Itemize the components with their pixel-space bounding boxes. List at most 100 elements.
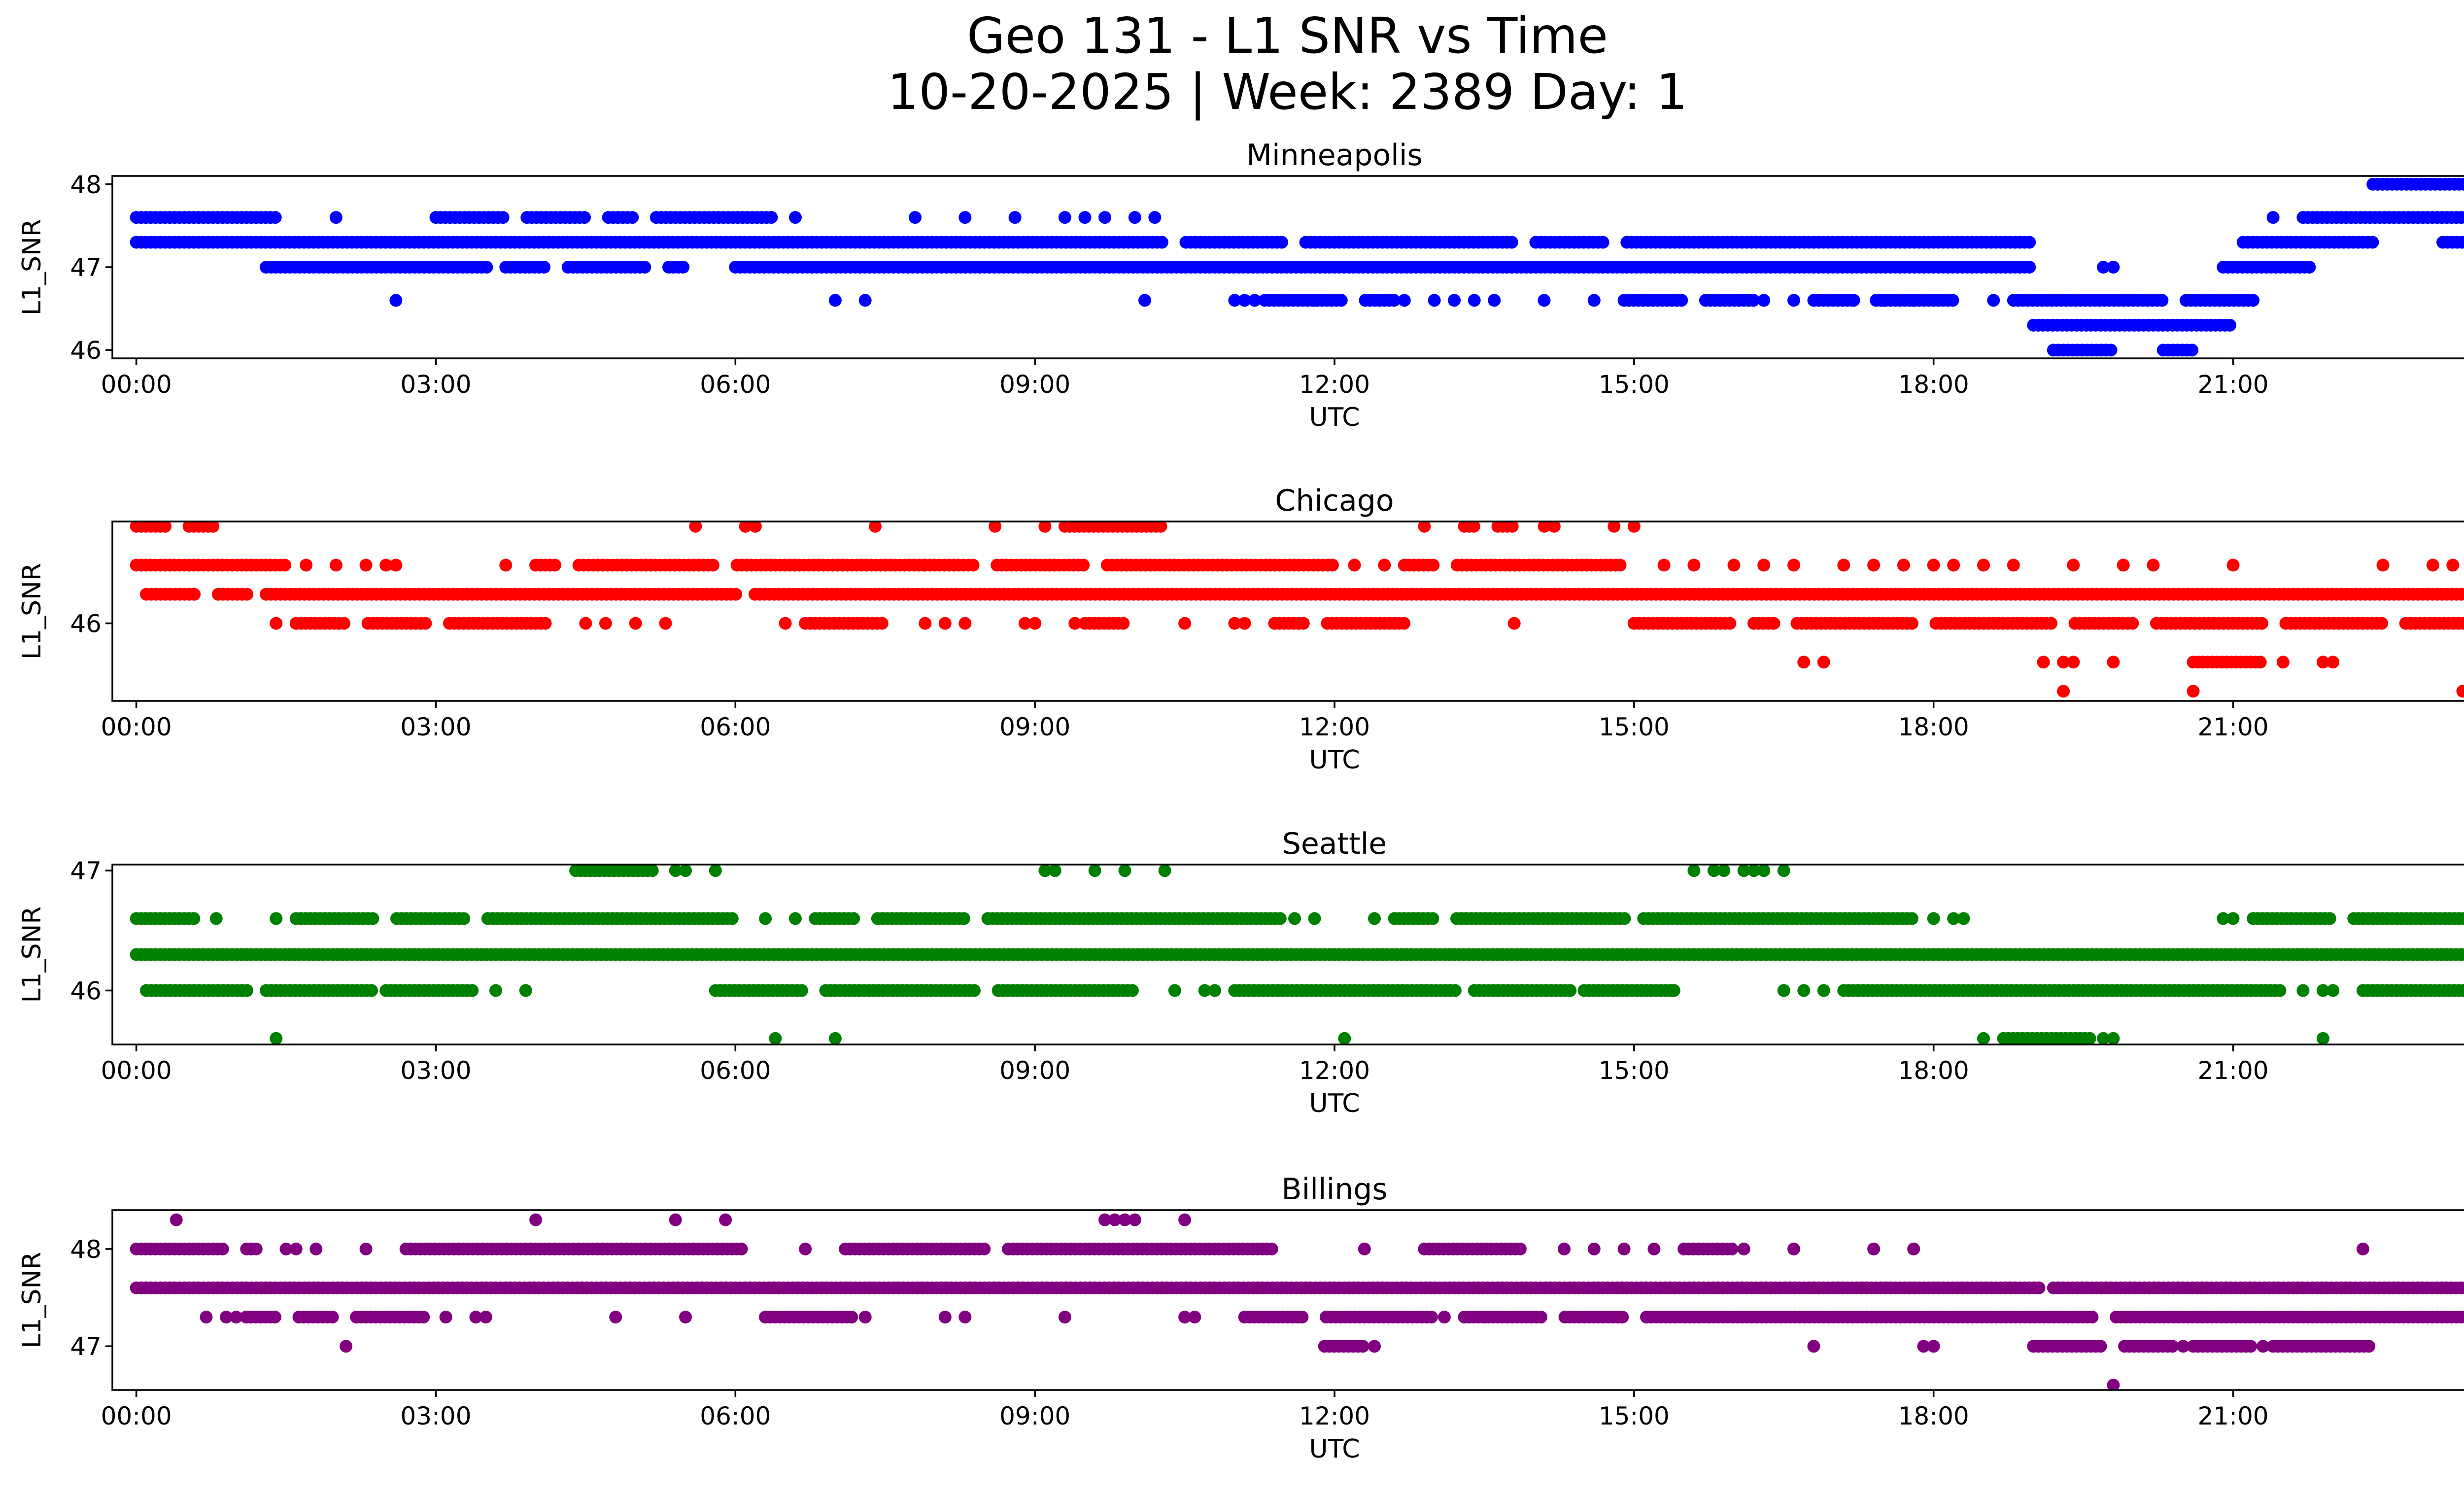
- data-point: [1687, 558, 1701, 572]
- data-point: [1867, 1242, 1881, 1255]
- data-point: [469, 1311, 482, 1323]
- data-point: [2459, 948, 2464, 961]
- y-axis-label: L1_SNR: [17, 563, 47, 660]
- y-axis-label: L1_SNR: [17, 219, 47, 315]
- subplot-title: Billings: [1281, 1172, 1387, 1207]
- data-point: [1608, 522, 1621, 533]
- data-point: [359, 1242, 373, 1255]
- data-point: [2458, 177, 2464, 191]
- data-point: [340, 1340, 353, 1353]
- data-point: [270, 912, 283, 925]
- data-point: [230, 1311, 243, 1323]
- data-points: [130, 522, 2464, 698]
- data-point: [1098, 211, 1111, 224]
- data-point: [479, 1311, 492, 1323]
- data-point: [689, 522, 702, 533]
- data-point: [2296, 984, 2310, 997]
- data-point: [2147, 558, 2160, 572]
- data-point: [2446, 558, 2460, 572]
- data-point: [1228, 294, 1241, 307]
- data-point: [2226, 912, 2240, 925]
- data-point: [1117, 617, 1130, 630]
- data-point: [765, 211, 778, 224]
- data-point: [1448, 984, 1462, 997]
- data-point: [1038, 522, 1052, 533]
- x-tick-label: 00:00: [101, 1056, 172, 1085]
- data-point: [2462, 618, 2464, 628]
- data-point: [1368, 1340, 1381, 1353]
- data-point: [739, 522, 752, 533]
- data-point: [249, 1242, 263, 1255]
- x-tick-label: 06:00: [700, 1402, 771, 1430]
- data-point: [2457, 617, 2464, 630]
- y-tick-label: 47: [70, 1332, 102, 1361]
- x-tick-label: 03:00: [400, 1402, 471, 1430]
- data-point: [1188, 1311, 1201, 1323]
- data-point: [1613, 558, 1627, 572]
- data-point: [1707, 865, 1720, 877]
- data-point: [1356, 1340, 1369, 1353]
- y-tick-label: 46: [70, 977, 102, 1006]
- data-points: [130, 1213, 2464, 1390]
- x-tick-label: 00:00: [101, 370, 172, 399]
- data-point: [2023, 236, 2036, 249]
- data-point: [2104, 344, 2118, 357]
- data-point: [1947, 558, 1960, 572]
- data-point: [869, 522, 882, 533]
- data-point: [1326, 558, 1339, 572]
- data-point: [1058, 211, 1071, 224]
- data-point: [2460, 236, 2464, 248]
- data-point: [646, 865, 659, 877]
- data-point: [2462, 180, 2464, 189]
- data-point: [677, 261, 690, 274]
- data-point: [2226, 558, 2240, 572]
- data-point: [679, 865, 692, 877]
- x-tick-label: 06:00: [700, 1056, 771, 1085]
- x-tick-label: 12:00: [1299, 1056, 1370, 1085]
- data-point: [858, 294, 872, 307]
- x-tick-label: 09:00: [999, 1402, 1070, 1430]
- data-point: [1987, 294, 2000, 307]
- data-point: [329, 558, 342, 572]
- data-point: [909, 211, 922, 224]
- data-point: [366, 912, 379, 925]
- data-point: [1178, 1213, 1192, 1226]
- data-point: [1787, 294, 1800, 307]
- data-point: [706, 558, 719, 572]
- x-tick-label: 03:00: [400, 713, 471, 741]
- data-point: [1687, 865, 1701, 877]
- data-point: [300, 558, 313, 572]
- data-point: [2217, 912, 2230, 925]
- data-point: [1275, 236, 1288, 249]
- data-point: [1088, 865, 1101, 877]
- data-point: [1168, 984, 1181, 997]
- data-point: [1398, 617, 1410, 630]
- data-point: [669, 865, 682, 877]
- figure-title: Geo 131 - L1 SNR vs Time 10-20-2025 | We…: [0, 8, 2464, 120]
- data-point: [759, 912, 772, 925]
- data-point: [1467, 522, 1480, 533]
- data-point: [1777, 865, 1790, 877]
- data-point: [1477, 1311, 1491, 1323]
- data-point: [2460, 211, 2464, 224]
- data-point: [2094, 1340, 2107, 1353]
- data-point: [1378, 558, 1391, 572]
- data-point: [1178, 1311, 1192, 1323]
- figure-title-line-2: 10-20-2025 | Week: 2389 Day: 1: [887, 63, 1688, 121]
- subplot-billings: 00:00 03:00 06:00 09:00 12:00 15:00 18:00 21:00…: [17, 1172, 2464, 1464]
- data-point: [2107, 1379, 2120, 1390]
- y-tick-label: 47: [70, 253, 102, 282]
- data-point: [1158, 865, 1171, 877]
- data-point: [1618, 912, 1631, 925]
- data-point: [1128, 1213, 1141, 1226]
- data-point: [1368, 912, 1381, 925]
- data-point: [1767, 617, 1780, 630]
- data-point: [2117, 558, 2130, 572]
- data-point: [1957, 912, 1970, 925]
- x-tick-label: 21:00: [2197, 1402, 2268, 1430]
- data-point: [1727, 558, 1741, 572]
- data-point: [2097, 261, 2110, 274]
- data-point: [2023, 261, 2036, 274]
- data-point: [359, 558, 373, 572]
- data-point: [289, 1242, 303, 1255]
